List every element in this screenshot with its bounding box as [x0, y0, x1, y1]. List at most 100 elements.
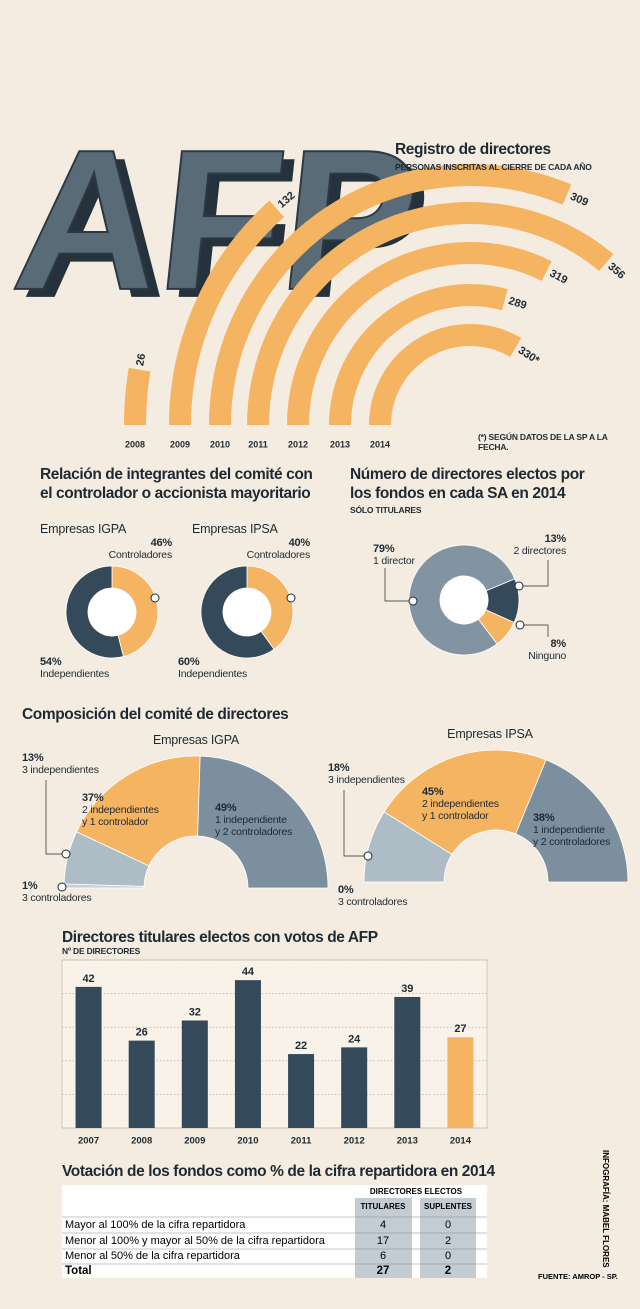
- credit: INFOGRAFÍA: MABEL FLORES: [601, 1150, 610, 1268]
- value-label: 289: [507, 295, 528, 312]
- x-tick-label: 2008: [131, 1136, 152, 1147]
- x-tick-label: 2010: [210, 439, 230, 449]
- leader-dot: [286, 593, 296, 603]
- segment: [76, 755, 201, 867]
- cell: 4: [380, 1219, 386, 1231]
- value-label: 40%: [288, 537, 311, 549]
- value-label: 32: [189, 1006, 201, 1018]
- category-label: Controladores: [246, 549, 311, 561]
- leader-line: [384, 568, 413, 602]
- table-bg: [62, 1185, 487, 1278]
- value-label: 24: [348, 1033, 361, 1045]
- category-label: 3 controladores: [22, 892, 92, 904]
- value-label: 49%: [215, 802, 237, 814]
- category-label: 1 director: [373, 555, 415, 567]
- panel-title: Empresas IPSA: [192, 522, 278, 536]
- chart-subtitle: SÓLO TITULARES: [350, 505, 422, 515]
- value-label: 54%: [40, 656, 62, 668]
- x-tick-label: 2007: [78, 1136, 99, 1147]
- col-bg: [420, 1198, 476, 1278]
- value-label: 26: [134, 353, 148, 367]
- leader-line: [45, 780, 66, 855]
- bar: [128, 1040, 155, 1128]
- total-cell: Total: [65, 1265, 92, 1277]
- leader-line: [343, 790, 368, 857]
- x-tick-label: 2011: [248, 439, 268, 449]
- chart-title: Registro de directores: [395, 141, 551, 158]
- value-label: 79%: [373, 543, 395, 555]
- leader-line: [519, 560, 549, 587]
- value-label: 26: [136, 1027, 148, 1039]
- panel-title: Empresas IPSA: [447, 727, 533, 741]
- category-label: 2 independientes y 1 controlador: [82, 804, 159, 829]
- value-label: 27: [454, 1023, 466, 1035]
- leader-line: [520, 624, 549, 637]
- value-label: 60%: [178, 656, 200, 668]
- value-label: 39: [401, 983, 413, 995]
- x-tick-label: 2013: [397, 1136, 418, 1147]
- category-label: Controladores: [108, 549, 173, 561]
- chart-title: Relación de integrantes del comité con e…: [40, 466, 313, 502]
- leader-dot: [61, 849, 71, 859]
- chart-subtitle: PERSONAS INSCRITAS AL CIERRE DE CADA AÑO: [395, 162, 592, 172]
- arc-bar: [287, 242, 552, 426]
- bar: [234, 980, 261, 1128]
- chart-title: Composición del comité de directores: [22, 706, 289, 723]
- value-label: 18%: [328, 762, 350, 774]
- column-header: TITULARES: [361, 1202, 407, 1211]
- x-tick-label: 2014: [450, 1136, 472, 1147]
- value-label: 38%: [533, 812, 555, 824]
- value-label: 45%: [422, 786, 444, 798]
- col-bg: [355, 1198, 412, 1278]
- leader-dot: [408, 596, 418, 606]
- value-label: 42: [82, 973, 94, 985]
- leader-dot: [514, 581, 524, 591]
- total-cell: 2: [445, 1265, 451, 1277]
- bar: [394, 996, 421, 1128]
- category-label: 2 independientes y 1 controlador: [422, 798, 499, 823]
- value-label: 1%: [22, 880, 38, 892]
- leader-dot: [515, 620, 525, 630]
- bar: [75, 986, 102, 1128]
- donut-hole: [88, 588, 136, 636]
- value-label: 0%: [338, 884, 354, 896]
- chart-title: Directores titulares electos con votos d…: [62, 929, 378, 946]
- bar: [181, 1020, 208, 1128]
- arc-bar: [247, 202, 614, 426]
- x-tick-label: 2010: [237, 1136, 258, 1147]
- value-label: 22: [295, 1040, 307, 1052]
- table-title: Votación de los fondos como % de la cifr…: [62, 1163, 495, 1180]
- donut-hole: [223, 588, 271, 636]
- arc-bar: [329, 284, 508, 426]
- x-tick-label: 2008: [125, 439, 145, 449]
- category-label: 3 independientes: [328, 774, 405, 786]
- segment: [515, 759, 629, 883]
- category-label: 1 independiente y 2 controladores: [533, 824, 611, 849]
- arc-bar: [209, 164, 572, 426]
- cell: 0: [445, 1250, 451, 1262]
- segment: [200, 565, 275, 659]
- value-label: 44: [242, 966, 255, 978]
- bar: [341, 1047, 368, 1128]
- panel-title: Empresas IGPA: [40, 522, 127, 536]
- annotation: (*) SEGÚN DATOS DE LA SP A LA FECHA.: [478, 432, 608, 452]
- panel-title: Empresas IGPA: [152, 733, 240, 747]
- value-label: 46%: [150, 537, 173, 549]
- cell: 17: [377, 1235, 389, 1247]
- segment: [197, 755, 329, 889]
- x-tick-label: 2009: [184, 1136, 205, 1147]
- chart-title: Número de directores electos por los fon…: [350, 466, 585, 502]
- value-label: 37%: [82, 792, 104, 804]
- column-header: SUPLENTES: [424, 1202, 473, 1211]
- bar: [288, 1054, 315, 1128]
- chart-subtitle: Nº DE DIRECTORES: [62, 946, 141, 956]
- arc-bar: [369, 324, 522, 426]
- row-label: Menor al 100% y mayor al 50% de la cifra…: [65, 1235, 326, 1247]
- donut-hole: [440, 576, 488, 624]
- leader-dot: [363, 851, 373, 861]
- segment: [383, 749, 547, 855]
- x-tick-label: 2012: [288, 439, 308, 449]
